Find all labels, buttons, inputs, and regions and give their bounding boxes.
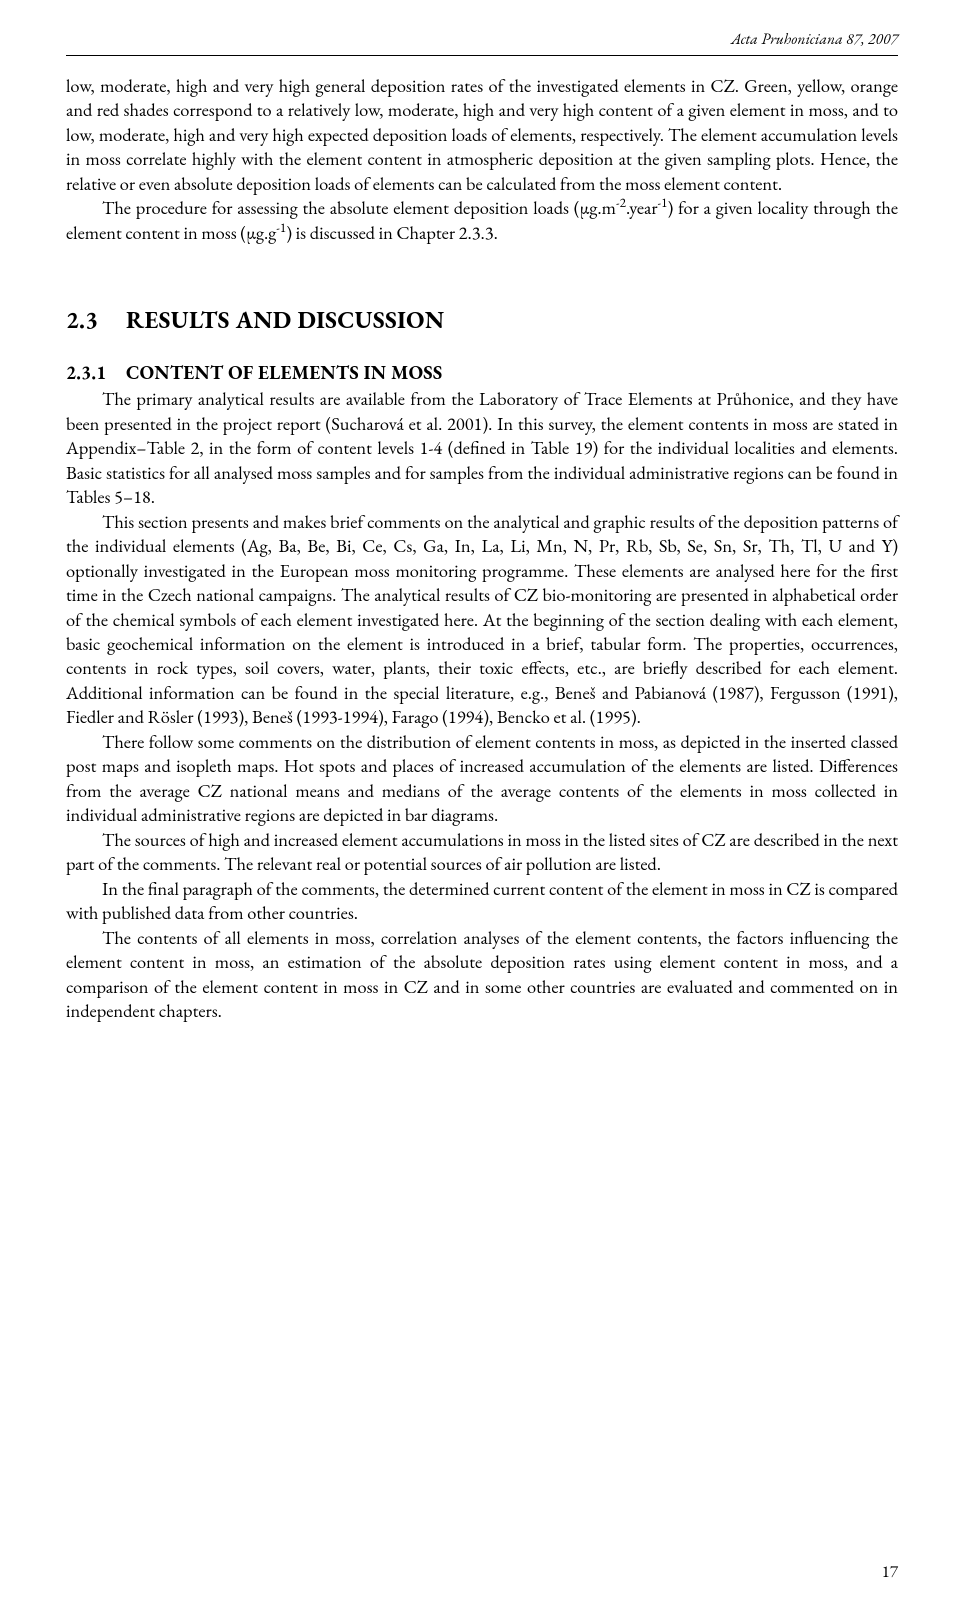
superscript: -1 bbox=[276, 219, 286, 236]
paragraph-continuation: low, moderate, high and very high genera… bbox=[66, 74, 898, 196]
paragraph-primary-results: The primary analytical results are avail… bbox=[66, 387, 898, 509]
running-head: Acta Pruhoniciana 87, 2007 bbox=[66, 28, 898, 49]
page-container: Acta Pruhoniciana 87, 2007 low, moderate… bbox=[0, 0, 960, 1613]
paragraph-section-presents: This section presents and makes brief co… bbox=[66, 510, 898, 730]
heading-text: RESULTS AND DISCUSSION bbox=[126, 305, 444, 336]
text-fragment: The procedure for assessing the absolute… bbox=[102, 196, 616, 220]
paragraph-final: In the final paragraph of the comments, … bbox=[66, 877, 898, 926]
text-fragment: ) is discussed in Chapter 2.3.3. bbox=[286, 221, 498, 245]
subsection-heading-2-3-1: 2.3.1CONTENT OF ELEMENTS IN MOSS bbox=[66, 360, 898, 385]
paragraph-comments-distribution: There follow some comments on the distri… bbox=[66, 730, 898, 828]
paragraph-contents-all: The contents of all elements in moss, co… bbox=[66, 926, 898, 1024]
superscript: -1 bbox=[658, 194, 668, 211]
heading-number: 2.3 bbox=[66, 305, 126, 336]
paragraph-procedure: The procedure for assessing the absolute… bbox=[66, 196, 898, 245]
header-rule bbox=[66, 55, 898, 56]
paragraph-sources: The sources of high and increased elemen… bbox=[66, 828, 898, 877]
page-number: 17 bbox=[882, 1561, 898, 1583]
heading-text: CONTENT OF ELEMENTS IN MOSS bbox=[126, 360, 442, 385]
superscript: -2 bbox=[616, 194, 626, 211]
heading-number: 2.3.1 bbox=[66, 360, 126, 385]
text-fragment: .year bbox=[626, 196, 658, 220]
section-heading-2-3: 2.3RESULTS AND DISCUSSION bbox=[66, 305, 898, 336]
